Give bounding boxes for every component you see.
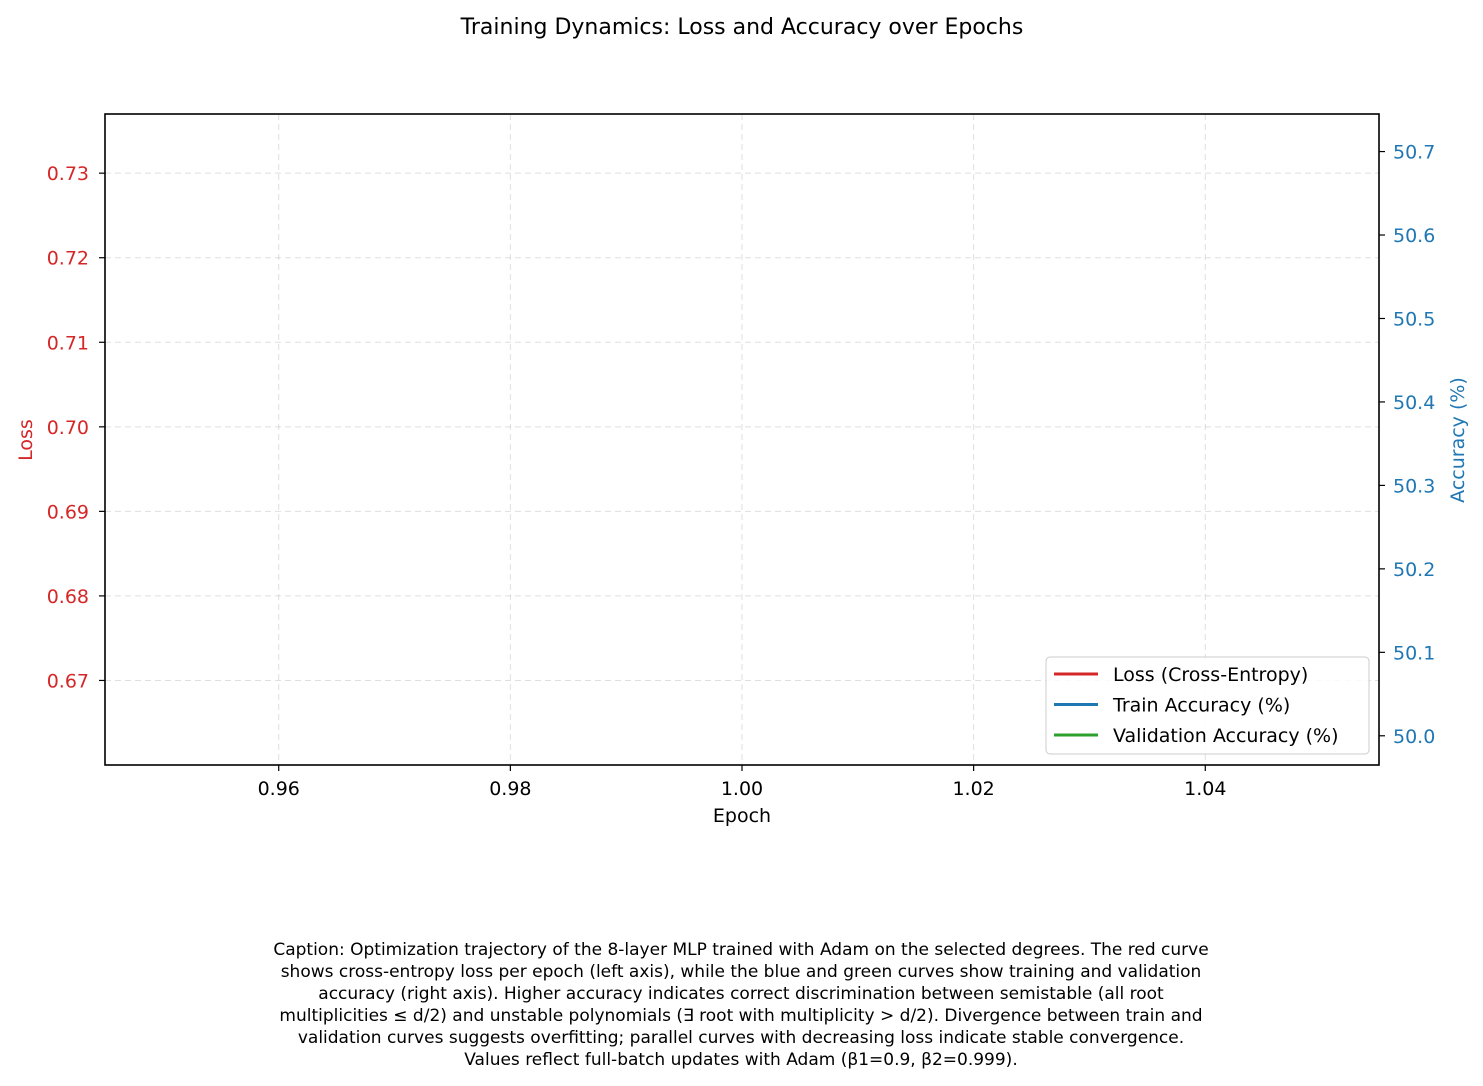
x-tick-label: 1.02 (952, 778, 994, 800)
y-right-tick-label: 50.5 (1393, 308, 1435, 330)
y-right-tick-label: 50.7 (1393, 142, 1435, 164)
x-tick-label: 0.96 (258, 778, 300, 800)
legend-label: Loss (Cross-Entropy) (1113, 664, 1308, 686)
y-left-tick-label: 0.70 (47, 417, 89, 439)
figure-caption: Caption: Optimization trajectory of the … (191, 939, 1291, 1071)
x-tick-label: 1.00 (721, 778, 763, 800)
y-axis-right-label: Accuracy (%) (1447, 377, 1469, 503)
legend-box (1045, 656, 1370, 755)
x-axis-label: Epoch (713, 805, 771, 827)
y-left-tick-label: 0.69 (47, 501, 89, 523)
legend-label: Validation Accuracy (%) (1113, 725, 1339, 747)
caption-line: accuracy (right axis). Higher accuracy i… (318, 984, 1164, 1004)
x-axis: 0.96 0.98 1.00 1.02 1.04 (258, 765, 1226, 800)
y-axis-right: 50.0 50.1 50.2 50.3 50.4 50.5 50.6 50.7 (1379, 142, 1435, 748)
y-axis-left: 0.67 0.68 0.69 0.70 0.71 0.72 0.73 (47, 163, 105, 692)
y-right-tick-label: 50.1 (1393, 642, 1435, 664)
chart-title: Training Dynamics: Loss and Accuracy ove… (460, 15, 1024, 40)
legend-label: Train Accuracy (%) (1112, 695, 1290, 717)
y-right-tick-label: 50.0 (1393, 726, 1435, 748)
y-right-tick-label: 50.2 (1393, 559, 1435, 581)
x-tick-label: 0.98 (489, 778, 531, 800)
y-right-tick-label: 50.4 (1393, 392, 1435, 414)
plot-frame (104, 113, 1380, 766)
y-left-tick-label: 0.73 (47, 163, 89, 185)
y-right-tick-label: 50.6 (1393, 225, 1435, 247)
y-left-tick-label: 0.71 (47, 332, 89, 354)
y-right-tick-label: 50.3 (1393, 475, 1435, 497)
caption-line: multiplicities ≤ d/2) and unstable polyn… (279, 1006, 1203, 1026)
caption-line: Values reflect full-batch updates with A… (464, 1050, 1018, 1070)
caption-line: Caption: Optimization trajectory of the … (273, 940, 1209, 960)
legend: Loss (Cross-Entropy) Train Accuracy (%) Va… (1045, 656, 1370, 755)
caption-line: validation curves suggests overfitting; … (297, 1028, 1185, 1048)
chart: Training Dynamics: Loss and Accuracy ove… (15, 15, 1469, 827)
y-left-tick-label: 0.68 (47, 586, 89, 608)
caption-line: shows cross-entropy loss per epoch (left… (280, 962, 1202, 982)
x-tick-label: 1.04 (1184, 778, 1226, 800)
y-axis-left-label: Loss (15, 419, 37, 461)
y-left-tick-label: 0.67 (47, 670, 89, 692)
y-left-tick-label: 0.72 (47, 248, 89, 270)
